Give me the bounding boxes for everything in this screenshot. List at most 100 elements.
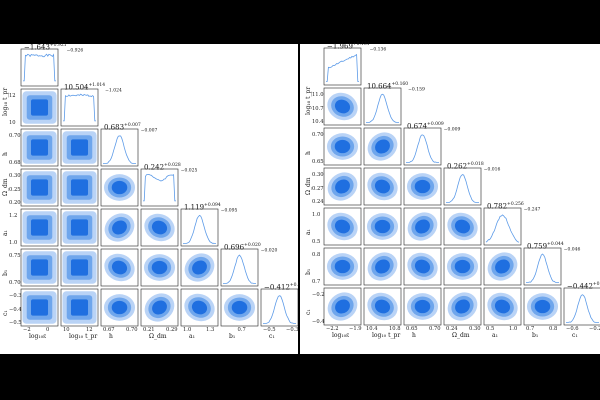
contour-log10--vs-log10-t_pr [20, 88, 59, 127]
contour-log10-t_pr-vs--_dm [363, 167, 402, 206]
x-axis-label: Ω_dm [149, 333, 167, 340]
y-axis-label: Ω_dm [305, 176, 312, 195]
x-tick-label: −1.9 [349, 326, 362, 332]
contour-h-vs-b1 [403, 247, 442, 286]
contour-a1-vs-b1 [180, 248, 219, 287]
y-axis-label: b₁ [2, 269, 9, 276]
posterior-annotation: −1.969+0.131−0.136 [327, 42, 387, 53]
histogram-h [403, 127, 442, 166]
x-tick-label: 0.30 [469, 326, 481, 332]
y-tick-label: −0.2 [312, 292, 325, 298]
x-axis-label: c₁ [269, 333, 275, 340]
y-tick-label: 12 [9, 93, 16, 99]
x-tick-label: 0.7 [526, 326, 535, 332]
y-axis-label: Ω_dm [2, 177, 9, 196]
contour-h-vs-c1 [100, 288, 139, 327]
y-tick-label: 0.20 [9, 200, 21, 206]
histogram-log10- [323, 47, 362, 86]
corner-plot-svg [323, 47, 600, 326]
contour-log10--vs-b1 [20, 248, 59, 287]
y-axis-label: log₁₀ t_pr [2, 87, 9, 116]
posterior-annotation: −1.643+0.921−0.926 [24, 43, 84, 54]
y-tick-label: 11.0 [312, 92, 324, 98]
x-tick-label: 1.3 [206, 327, 215, 333]
histogram-c1 [563, 287, 600, 326]
contour-h-vs--_dm [100, 168, 139, 207]
x-axis-label: a₁ [189, 333, 195, 340]
contour-b1-vs-c1 [523, 287, 562, 326]
contour-b1-vs-c1 [220, 288, 259, 327]
x-tick-label: −0.5 [263, 327, 276, 333]
y-tick-label: 0.25 [9, 186, 21, 193]
contour--_dm-vs-b1 [140, 248, 179, 287]
x-axis-label: log₁₀ t_pr [69, 333, 98, 340]
posterior-annotation: 0.262+0.018−0.016 [447, 162, 501, 173]
x-tick-label: 0.70 [429, 326, 441, 332]
histogram--_dm [140, 168, 179, 207]
y-tick-label: 0.70 [312, 132, 324, 138]
corner-plot-right: −1.969+0.131−0.136 10.664+0.160−0.159 0.67… [300, 42, 600, 354]
y-tick-label: 0.24 [312, 199, 324, 205]
y-tick-label: 0.8 [312, 252, 321, 258]
contour--_dm-vs-b1 [443, 247, 482, 286]
posterior-annotation: 1.119+0.094−0.095 [184, 203, 238, 214]
y-axis-label: b₁ [305, 268, 312, 275]
contour-log10--vs-c1 [20, 288, 59, 327]
corner-plot-left: −1.643+0.921−0.926 10.504+1.014−1.024 0.68… [0, 43, 323, 354]
contour-h-vs-c1 [403, 287, 442, 326]
contour-log10-t_pr-vs-a1 [60, 208, 99, 247]
y-tick-label: 0.75 [9, 253, 21, 259]
histogram-log10-t_pr [363, 87, 402, 126]
contour-log10-t_pr-vs--_dm [60, 168, 99, 207]
x-tick-label: 0.21 [143, 327, 155, 333]
x-axis-label: log₁₀ε [29, 333, 47, 340]
y-tick-label: 0.30 [312, 172, 324, 178]
y-tick-label: 0.70 [9, 133, 21, 139]
contour-h-vs--_dm [403, 167, 442, 206]
y-tick-label: 0.7 [312, 279, 321, 285]
contour-log10--vs--_dm [323, 167, 362, 206]
posterior-annotation: −0.442+0.082−0.084 [567, 282, 600, 291]
histogram--_dm [443, 167, 482, 206]
x-tick-label: 0.7 [237, 327, 246, 333]
x-tick-label: −0.3 [286, 327, 299, 333]
y-axis-label: log₁₀ t_pr [305, 86, 312, 115]
x-tick-label: 0 [46, 327, 50, 333]
y-tick-label: 0.65 [312, 159, 324, 165]
x-axis-label: h [412, 332, 416, 339]
histogram-c1 [260, 288, 298, 327]
y-tick-label: 0.27 [312, 185, 324, 192]
y-tick-label: 0.68 [9, 160, 21, 166]
posterior-annotation: 10.504+1.014−1.024 [64, 83, 122, 94]
x-tick-label: 0.5 [486, 326, 495, 332]
histogram-a1 [180, 208, 219, 247]
x-tick-label: 10 [63, 327, 70, 333]
y-axis-label: c₁ [2, 309, 9, 316]
contour-a1-vs-c1 [180, 288, 219, 327]
x-tick-label: 1.0 [183, 327, 192, 333]
contour-log10-t_pr-vs-b1 [363, 247, 402, 286]
y-tick-label: 10 [9, 120, 16, 126]
histogram-log10- [20, 48, 59, 87]
y-tick-label: 1.0 [312, 212, 321, 218]
x-tick-label: 0.8 [549, 326, 558, 332]
contour-log10--vs-b1 [323, 247, 362, 286]
x-axis-label: a₁ [492, 332, 498, 339]
contour-log10--vs-h [323, 127, 362, 166]
contour--_dm-vs-a1 [140, 208, 179, 247]
x-axis-label: b₁ [229, 333, 236, 340]
x-tick-label: 0.70 [126, 327, 138, 333]
histogram-b1 [523, 247, 562, 286]
contour-log10-t_pr-vs-b1 [60, 248, 99, 287]
y-axis-label: h [2, 151, 9, 156]
contour-log10--vs-h [20, 128, 59, 167]
y-axis-label: a₁ [305, 228, 312, 235]
x-tick-label: 0.67 [103, 327, 115, 333]
contour--_dm-vs-c1 [140, 288, 179, 327]
contour-log10--vs-a1 [20, 208, 59, 247]
histogram-log10-t_pr [60, 88, 99, 127]
x-tick-label: 0.65 [406, 326, 418, 332]
y-tick-label: −0.4 [9, 306, 22, 313]
contour-h-vs-b1 [100, 248, 139, 287]
contour-h-vs-a1 [403, 207, 442, 246]
